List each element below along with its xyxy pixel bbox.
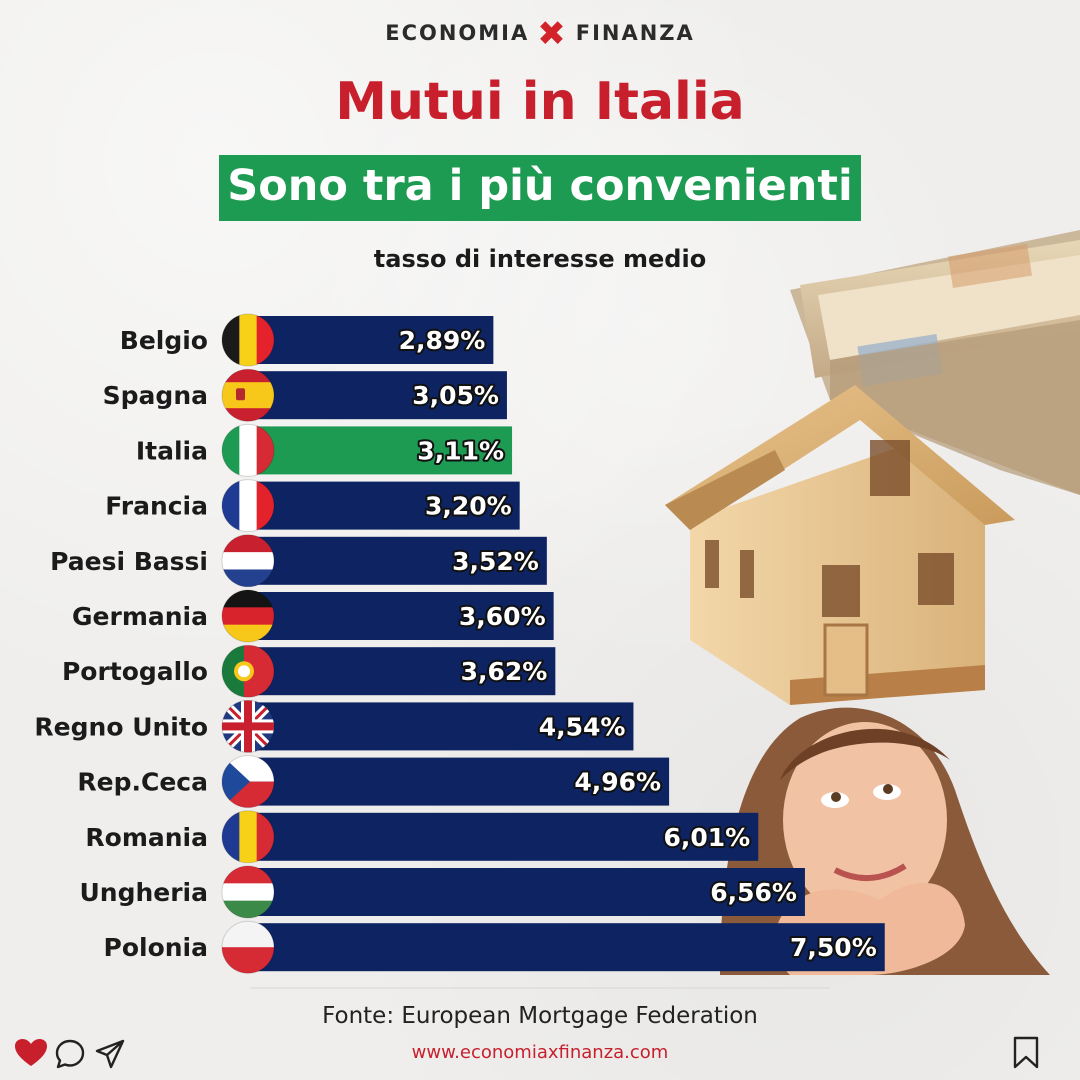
value-label-germania: 3,60% <box>459 602 546 631</box>
czech-flag <box>221 755 275 809</box>
category-label-spagna: Spagna <box>103 381 208 410</box>
source-text: Fonte: European Mortgage Federation <box>322 1003 758 1029</box>
category-label-germania: Germania <box>72 602 208 631</box>
value-label-portogallo: 3,62% <box>461 657 548 686</box>
bookmark-icon[interactable] <box>1012 1036 1040 1070</box>
page-subtitle: Sono tra i più convenienti <box>219 155 861 221</box>
uk-flag <box>221 699 275 753</box>
category-label-rep-ceca: Rep.Ceca <box>77 768 208 797</box>
value-label-spagna: 3,05% <box>412 381 499 410</box>
bar-ungheria <box>248 868 805 916</box>
category-label-francia: Francia <box>105 492 208 521</box>
website-link[interactable]: www.economiaxfinanza.com <box>411 1042 669 1063</box>
category-label-ungheria: Ungheria <box>79 878 208 907</box>
italy-flag <box>221 423 275 477</box>
bar-portogallo <box>248 647 556 696</box>
bar-chart: Belgio 2,89% Spagna 3,05% Italia 3,11% Francia… <box>34 230 1080 989</box>
wooden-house-illustration <box>665 385 1015 705</box>
money-stack-illustration <box>790 230 1080 495</box>
category-label-regno-unito: Regno Unito <box>34 712 208 741</box>
category-label-paesi-bassi: Paesi Bassi <box>50 547 208 576</box>
comment-icon[interactable] <box>54 1038 86 1070</box>
romania-flag <box>221 810 275 864</box>
send-icon[interactable] <box>94 1038 126 1070</box>
value-label-rep-ceca: 4,96% <box>574 768 661 797</box>
chart-caption: tasso di interesse medio <box>373 245 707 273</box>
hungary-flag <box>221 865 275 919</box>
brand-right: FINANZA <box>575 21 695 45</box>
value-label-belgio: 2,89% <box>399 326 486 355</box>
portugal-flag <box>221 644 275 698</box>
netherlands-flag <box>221 534 275 588</box>
brand-x-icon: ✖ <box>537 14 568 54</box>
category-label-italia: Italia <box>136 436 208 465</box>
value-label-paesi-bassi: 3,52% <box>452 547 539 576</box>
bar-rep-ceca <box>248 757 670 806</box>
belgium-flag <box>221 313 275 367</box>
value-label-francia: 3,20% <box>425 492 512 521</box>
france-flag <box>221 479 275 533</box>
page-title: Mutui in Italia <box>335 72 745 132</box>
bar-francia <box>248 481 520 530</box>
brand-left: ECONOMIA <box>385 21 530 45</box>
value-label-ungheria: 6,56% <box>710 878 797 907</box>
category-label-polonia: Polonia <box>104 933 208 962</box>
bar-romania <box>248 812 759 861</box>
spain-flag <box>221 368 275 422</box>
category-label-belgio: Belgio <box>120 326 208 355</box>
value-label-polonia: 7,50% <box>790 933 877 962</box>
value-label-romania: 6,01% <box>664 823 751 852</box>
value-label-regno-unito: 4,54% <box>539 712 626 741</box>
value-label-italia: 3,11% <box>417 436 504 465</box>
category-label-portogallo: Portogallo <box>62 657 208 686</box>
bar-germania <box>248 592 554 640</box>
brand-logo: ECONOMIA ✖ FINANZA <box>0 14 1080 54</box>
category-label-romania: Romania <box>85 823 208 852</box>
bar-regno-unito <box>248 702 634 751</box>
bar-italia <box>248 426 513 475</box>
bar-paesi-bassi <box>248 536 547 585</box>
bar-spagna <box>248 371 507 420</box>
bars-group: Belgio 2,89% Spagna 3,05% Italia 3,11% Francia… <box>34 313 885 974</box>
bar-polonia <box>248 923 885 972</box>
poland-flag <box>221 920 275 974</box>
heart-icon[interactable] <box>14 1038 48 1068</box>
bar-belgio <box>248 316 494 364</box>
germany-flag <box>221 589 275 643</box>
